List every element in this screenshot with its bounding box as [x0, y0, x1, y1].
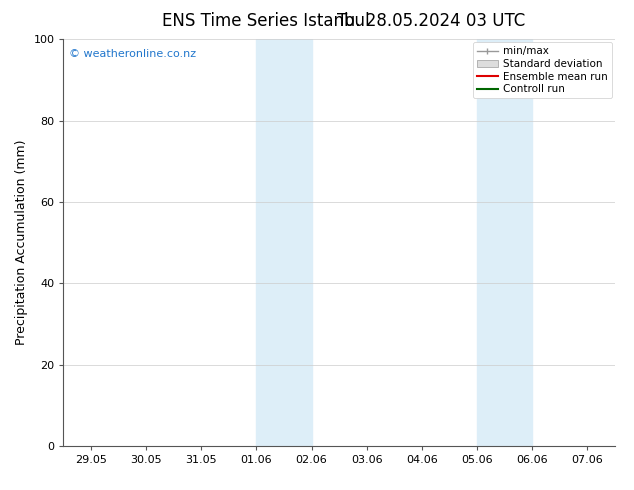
Y-axis label: Precipitation Accumulation (mm): Precipitation Accumulation (mm) — [15, 140, 28, 345]
Bar — [477, 39, 533, 446]
Text: ENS Time Series Istanbul: ENS Time Series Istanbul — [162, 12, 370, 30]
Text: © weatheronline.co.nz: © weatheronline.co.nz — [69, 49, 196, 59]
Legend: min/max, Standard deviation, Ensemble mean run, Controll run: min/max, Standard deviation, Ensemble me… — [473, 42, 612, 98]
Text: Tu. 28.05.2024 03 UTC: Tu. 28.05.2024 03 UTC — [337, 12, 525, 30]
Bar — [256, 39, 312, 446]
